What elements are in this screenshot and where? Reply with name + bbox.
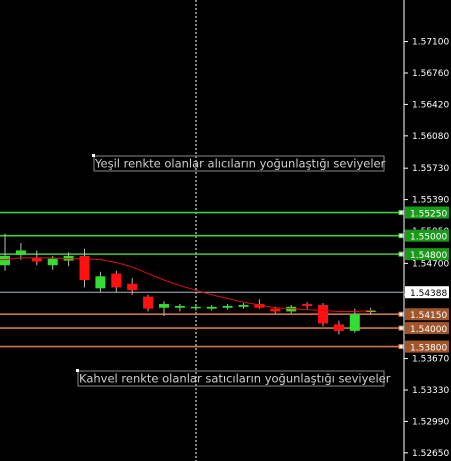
price-level-tag-label: 1.54800 bbox=[410, 251, 447, 261]
level-handle-icon[interactable] bbox=[398, 344, 404, 350]
annotation-anchor-icon[interactable] bbox=[76, 369, 79, 372]
candle-body[interactable] bbox=[79, 255, 90, 281]
candle-body[interactable] bbox=[95, 276, 106, 289]
price-level-tag bbox=[405, 340, 449, 353]
level-handle-icon[interactable] bbox=[398, 210, 404, 216]
candle-body[interactable] bbox=[111, 273, 122, 288]
annotation-text: Kahvel renkte olanlar satıcıların yoğunl… bbox=[79, 372, 391, 386]
price-level-tag bbox=[405, 206, 449, 219]
candle-body[interactable] bbox=[318, 304, 328, 324]
candle-body[interactable] bbox=[365, 310, 376, 313]
candle-body[interactable] bbox=[127, 283, 138, 291]
candle-body[interactable] bbox=[302, 304, 313, 306]
price-level-tag bbox=[405, 229, 449, 242]
candle-body[interactable] bbox=[270, 308, 281, 312]
price-tick-label: 1.55730 bbox=[412, 164, 449, 174]
candle-body[interactable] bbox=[238, 304, 249, 307]
candle-body[interactable] bbox=[206, 306, 217, 309]
annotation-anchor-icon[interactable] bbox=[92, 154, 95, 157]
annotation-frame[interactable] bbox=[77, 370, 385, 387]
moving-average-line bbox=[0, 257, 374, 312]
candle-body[interactable] bbox=[15, 250, 26, 256]
price-tick-label: 1.56420 bbox=[412, 100, 449, 110]
level-handle-icon[interactable] bbox=[398, 311, 404, 317]
candle-body[interactable] bbox=[47, 258, 58, 266]
level-handle-icon[interactable] bbox=[398, 325, 404, 331]
price-level-tag-label: 1.54150 bbox=[410, 311, 447, 321]
candle-body[interactable] bbox=[174, 305, 185, 308]
price-level-tag-label: 1.53800 bbox=[410, 344, 447, 354]
candle-body[interactable] bbox=[143, 296, 154, 309]
price-level-tag bbox=[405, 248, 449, 261]
price-tick-label: 1.53330 bbox=[412, 386, 449, 396]
annotation-text: Yeşil renkte olanlar alıcıların yoğunlaş… bbox=[94, 157, 386, 171]
candle-body[interactable] bbox=[349, 314, 360, 331]
price-level-tag-label: 1.55000 bbox=[410, 233, 447, 243]
annotation-frame[interactable] bbox=[93, 155, 385, 172]
price-tick-label: 1.52650 bbox=[412, 449, 449, 459]
candle-body[interactable] bbox=[190, 306, 201, 309]
price-level-tag bbox=[405, 308, 449, 321]
price-level-tag-label: 1.55250 bbox=[410, 210, 447, 220]
candle-body[interactable] bbox=[159, 304, 169, 308]
price-tick-label: 1.53670 bbox=[412, 355, 449, 365]
candle-body[interactable] bbox=[333, 324, 344, 331]
price-tick-label: 1.56760 bbox=[412, 69, 449, 79]
candle-body[interactable] bbox=[254, 304, 265, 308]
candle-body[interactable] bbox=[0, 255, 10, 266]
current-price-tag-label: 1.54388 bbox=[410, 289, 447, 299]
level-handle-icon[interactable] bbox=[398, 233, 404, 239]
candle-body[interactable] bbox=[222, 305, 233, 308]
candle-body[interactable] bbox=[31, 257, 42, 262]
price-level-tag-label: 1.54000 bbox=[410, 325, 447, 335]
price-tick-label: 1.57100 bbox=[412, 38, 449, 48]
price-level-tag bbox=[405, 322, 449, 335]
price-tick-label: 1.54700 bbox=[412, 259, 449, 269]
price-tick-label: 1.52990 bbox=[412, 417, 449, 427]
price-tick-label: 1.55390 bbox=[412, 196, 449, 206]
price-tick-label: 1.56080 bbox=[412, 132, 449, 142]
current-price-tag bbox=[405, 286, 449, 299]
level-handle-icon[interactable] bbox=[398, 251, 404, 257]
